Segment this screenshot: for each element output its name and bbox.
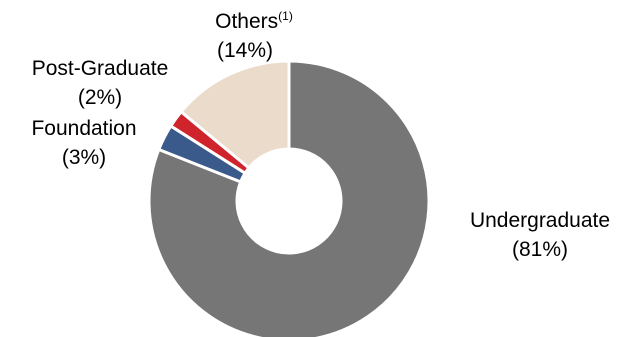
- slice-others: [179, 59, 291, 170]
- slices-group: [147, 59, 431, 337]
- label-others-pct: (14%): [217, 39, 273, 62]
- label-post-graduate-pct: (2%): [78, 86, 122, 109]
- label-foundation: Foundation: [31, 117, 136, 140]
- label-foundation-pct: (3%): [62, 146, 106, 169]
- slice-undergraduate: [147, 59, 431, 337]
- label-undergraduate-pct: (81%): [512, 238, 568, 261]
- label-undergraduate: Undergraduate: [470, 209, 610, 232]
- label-others: Others(1): [215, 9, 293, 33]
- label-others-superscript: (1): [278, 9, 293, 23]
- label-post-graduate: Post-Graduate: [32, 57, 169, 80]
